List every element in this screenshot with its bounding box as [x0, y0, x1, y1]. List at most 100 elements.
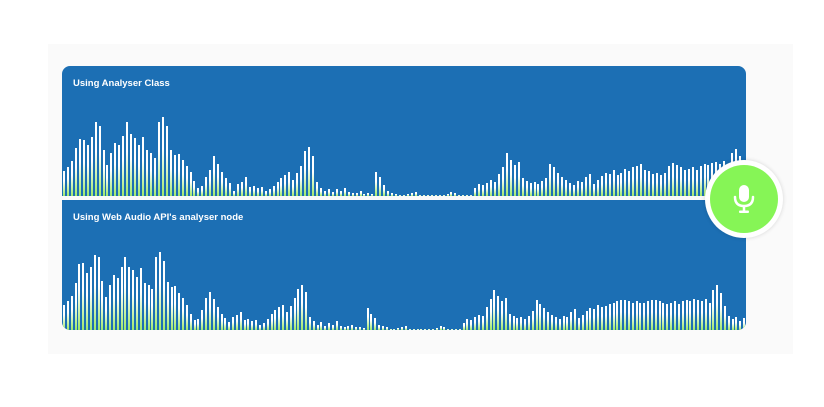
frequency-bar	[410, 192, 413, 196]
frequency-bar	[347, 191, 350, 196]
microphone-button[interactable]	[705, 160, 783, 238]
web-audio-analyser-panel: Using Web Audio API's analyser node	[62, 200, 746, 330]
frequency-bar	[408, 328, 411, 330]
frequency-bar	[185, 304, 188, 330]
frequency-bar	[412, 329, 415, 330]
frequency-bar	[220, 313, 223, 330]
frequency-bar	[693, 299, 696, 330]
frequency-bar	[78, 264, 81, 330]
frequency-bar	[229, 182, 232, 196]
frequency-bar	[174, 286, 177, 330]
frequency-bar	[358, 326, 361, 330]
frequency-bar	[458, 195, 461, 196]
frequency-bar	[569, 182, 572, 196]
frequency-bar	[280, 178, 283, 196]
frequency-bar	[162, 260, 165, 330]
frequency-bar	[627, 301, 630, 330]
frequency-bar	[631, 302, 634, 330]
frequency-bar	[652, 174, 655, 196]
frequency-bar	[153, 157, 156, 196]
frequency-bar	[695, 169, 698, 196]
frequency-bar	[658, 301, 661, 330]
frequency-bar	[216, 306, 219, 330]
panel-title: Using Analyser Class	[73, 78, 170, 89]
frequency-bar	[624, 168, 627, 196]
frequency-bar	[120, 267, 123, 330]
frequency-bar	[439, 325, 442, 330]
frequency-bar	[612, 169, 615, 196]
frequency-bar	[293, 298, 296, 330]
frequency-bar	[304, 150, 307, 196]
frequency-bar	[424, 329, 427, 330]
frequency-bar	[86, 272, 89, 330]
frequency-bar	[110, 153, 113, 196]
frequency-bar	[604, 172, 607, 196]
frequency-bar	[470, 195, 473, 196]
frequency-bar	[116, 278, 119, 330]
frequency-bar	[547, 312, 550, 330]
frequency-bar	[66, 301, 69, 330]
frequency-bar	[585, 311, 588, 330]
frequency-bar	[178, 292, 181, 330]
frequency-bar	[504, 298, 507, 330]
frequency-bar	[305, 291, 308, 330]
frequency-bar	[541, 180, 544, 196]
frequency-bar	[543, 308, 546, 330]
frequency-bar	[134, 137, 137, 196]
frequency-bar	[236, 183, 239, 196]
frequency-bar	[262, 323, 265, 330]
frequency-bar	[716, 284, 719, 330]
frequency-bar	[370, 313, 373, 330]
frequency-bar	[524, 319, 527, 330]
frequency-bar	[632, 167, 635, 196]
frequency-bar	[289, 305, 292, 330]
frequency-bar	[239, 312, 242, 330]
frequency-bar	[387, 190, 390, 196]
frequency-bar	[255, 320, 258, 330]
frequency-bar	[169, 149, 172, 196]
frequency-bar	[173, 155, 176, 196]
frequency-bar	[451, 329, 454, 330]
frequency-bar	[727, 315, 730, 330]
frequency-bar	[512, 315, 515, 330]
frequency-bar	[339, 190, 342, 196]
frequency-bar	[565, 179, 568, 196]
frequency-bar	[217, 164, 220, 196]
frequency-bar	[375, 171, 378, 196]
frequency-bar	[533, 181, 536, 196]
frequency-bar	[189, 313, 192, 330]
frequency-bar	[335, 189, 338, 196]
frequency-bars	[62, 86, 746, 196]
frequency-bar	[74, 282, 77, 330]
frequency-bar	[612, 302, 615, 330]
frequency-bar	[685, 300, 688, 330]
frequency-bar	[430, 195, 433, 196]
frequency-bar	[165, 125, 168, 196]
frequency-bar	[212, 299, 215, 330]
frequency-bar	[493, 290, 496, 330]
frequency-bar	[743, 317, 746, 330]
frequency-bar	[97, 257, 100, 330]
frequency-bar	[675, 165, 678, 196]
frequency-bar	[589, 308, 592, 330]
frequency-bar	[276, 181, 279, 196]
frequency-bar	[389, 328, 392, 330]
frequency-bar	[391, 192, 394, 196]
frequency-bar	[224, 317, 227, 330]
frequency-bar	[274, 310, 277, 330]
frequency-bar	[221, 171, 224, 196]
microphone-button-fill[interactable]	[710, 165, 778, 233]
frequency-bar	[205, 177, 208, 196]
frequency-bar	[735, 316, 738, 330]
frequency-bar	[232, 316, 235, 330]
frequency-bar	[395, 193, 398, 196]
frequency-bar	[126, 122, 129, 196]
frequency-bar	[520, 316, 523, 330]
frequency-bar	[399, 194, 402, 196]
frequency-bar	[466, 319, 469, 330]
frequency-bar	[454, 192, 457, 196]
frequency-bar	[596, 179, 599, 196]
frequency-bar	[201, 310, 204, 330]
frequency-bar	[351, 324, 354, 330]
frequency-bar	[139, 268, 142, 330]
